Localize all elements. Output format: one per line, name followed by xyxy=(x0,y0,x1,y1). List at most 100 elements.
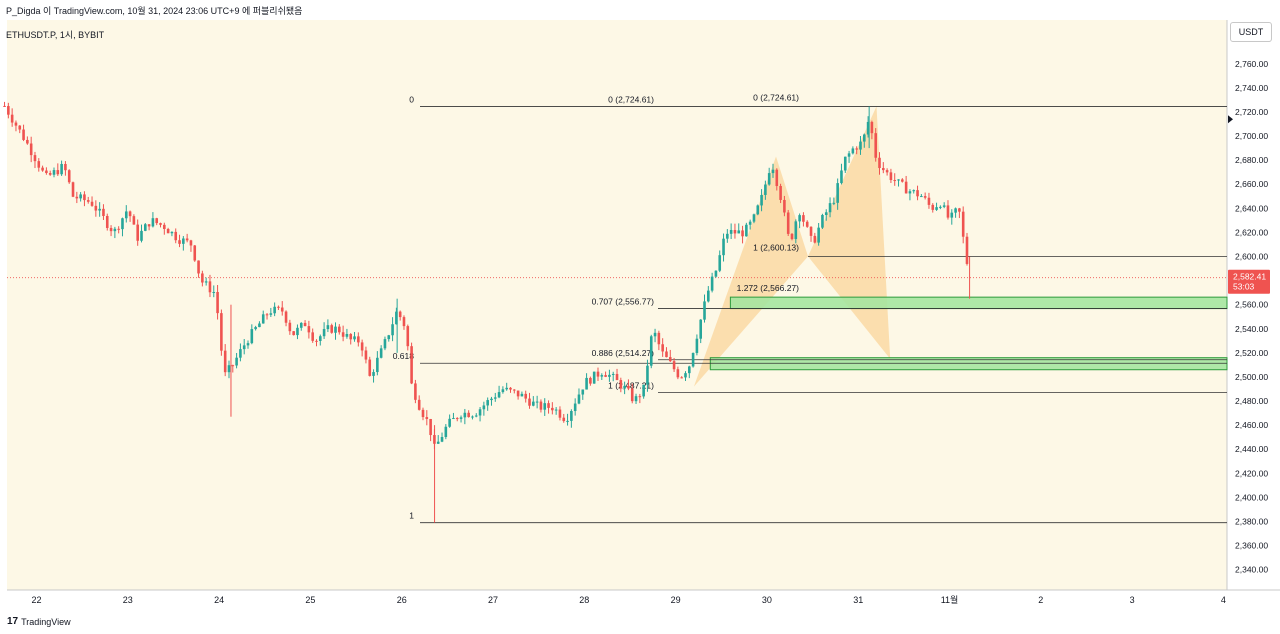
candle-body xyxy=(455,418,459,420)
candle-body xyxy=(235,357,238,366)
candle-body xyxy=(436,441,440,444)
candle-body xyxy=(535,401,539,403)
candle-body xyxy=(299,322,303,328)
candle-body xyxy=(817,227,820,243)
candle-body xyxy=(649,336,653,366)
harmonic-triangle xyxy=(693,156,808,387)
x-tick-label: 4 xyxy=(1221,595,1226,605)
candle-body xyxy=(163,224,166,229)
candle-body xyxy=(893,180,897,182)
candle-body xyxy=(22,129,25,140)
candle-body xyxy=(745,224,748,237)
x-tick-label: 29 xyxy=(671,595,681,605)
candle-body xyxy=(7,106,10,115)
y-tick-label: 2,440.00 xyxy=(1235,444,1268,454)
candle-body xyxy=(14,122,18,126)
harmonic-triangle xyxy=(808,106,891,359)
candle-body xyxy=(471,416,474,418)
candle-body xyxy=(539,401,543,410)
candle-body xyxy=(444,426,448,438)
candle-body xyxy=(741,230,744,237)
candle-body xyxy=(83,194,86,201)
candle-body xyxy=(862,134,866,142)
candle-body xyxy=(920,196,923,198)
candle-body xyxy=(958,208,961,212)
candle-body xyxy=(790,233,794,240)
y-tick-label: 2,640.00 xyxy=(1235,203,1268,213)
fib-level-label: 1 xyxy=(409,511,414,521)
candle-body xyxy=(402,317,406,327)
candle-body xyxy=(113,228,117,232)
candle-body xyxy=(98,208,101,211)
candle-body xyxy=(680,377,683,379)
candle-body xyxy=(242,345,246,350)
candle-body xyxy=(585,377,588,390)
candle-body xyxy=(843,156,847,171)
y-tick-label: 2,760.00 xyxy=(1235,59,1268,69)
candle-body xyxy=(296,327,299,336)
candle-body xyxy=(56,170,60,175)
candle-body xyxy=(303,322,307,327)
fib-level-label: 0.707 (2,556.77) xyxy=(592,297,655,307)
candle-body xyxy=(467,412,470,418)
candle-body xyxy=(604,375,607,377)
y-tick-label: 2,460.00 xyxy=(1235,420,1268,430)
candle-body xyxy=(916,190,919,197)
x-tick-label: 31 xyxy=(853,595,863,605)
candle-body xyxy=(376,357,379,373)
candle-body xyxy=(832,202,836,204)
tradingview-brand: 17 TradingView xyxy=(7,616,71,627)
x-tick-label: 22 xyxy=(31,595,41,605)
chart-header: P_Digda 이 TradingView.com, 10월 31, 2024 … xyxy=(6,4,302,41)
candle-body xyxy=(676,369,680,378)
candle-body xyxy=(414,383,417,400)
candle-body xyxy=(143,224,147,231)
candle-body xyxy=(532,401,535,406)
candle-body xyxy=(798,215,801,222)
y-tick-label: 2,600.00 xyxy=(1235,252,1268,262)
candle-body xyxy=(520,393,524,397)
candle-body xyxy=(885,170,889,173)
candle-body xyxy=(284,311,288,323)
y-tick-label: 2,620.00 xyxy=(1235,227,1268,237)
candle-body xyxy=(904,181,908,194)
candle-body xyxy=(513,389,516,391)
candle-body xyxy=(493,397,497,399)
candle-body xyxy=(75,196,79,199)
candle-body xyxy=(516,390,520,397)
candle-body xyxy=(528,398,531,406)
y-tick-label: 2,340.00 xyxy=(1235,565,1268,575)
candle-body xyxy=(151,218,155,227)
candle-body xyxy=(364,350,368,360)
candles xyxy=(3,101,971,523)
candle-body xyxy=(345,334,349,337)
candle-body xyxy=(821,214,824,228)
candle-body xyxy=(417,399,421,410)
candle-body xyxy=(771,169,775,174)
candle-body xyxy=(824,212,828,215)
candle-body xyxy=(729,229,733,234)
candle-body xyxy=(634,396,638,402)
candle-body xyxy=(239,349,242,358)
x-tick-label: 28 xyxy=(579,595,589,605)
candle-body xyxy=(41,167,44,171)
candle-body xyxy=(440,437,444,442)
candle-body xyxy=(273,306,276,314)
candle-body xyxy=(935,207,938,210)
candle-body xyxy=(931,204,935,210)
x-tick-label: 3 xyxy=(1130,595,1135,605)
candle-body xyxy=(482,405,486,410)
candle-body xyxy=(425,417,429,419)
candle-body xyxy=(851,148,855,154)
currency-button[interactable]: USDT xyxy=(1230,22,1272,42)
candle-body xyxy=(965,236,969,264)
candle-body xyxy=(136,224,139,241)
candle-body xyxy=(132,216,136,225)
candle-body xyxy=(901,179,904,182)
candle-body xyxy=(64,163,67,171)
candle-body xyxy=(783,199,786,213)
candle-body xyxy=(870,121,874,134)
current-price-label: 2,582.41 xyxy=(1233,272,1266,282)
